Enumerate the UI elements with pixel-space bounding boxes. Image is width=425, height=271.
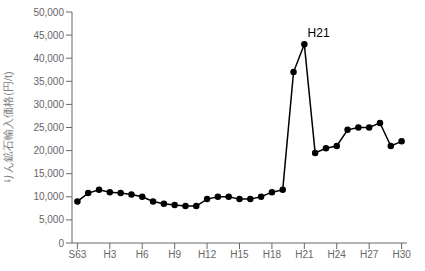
svg-text:H15: H15 xyxy=(230,249,249,260)
svg-text:H24: H24 xyxy=(328,249,347,260)
svg-text:30,000: 30,000 xyxy=(33,99,64,110)
svg-text:H21: H21 xyxy=(308,26,330,40)
svg-text:10,000: 10,000 xyxy=(33,191,64,202)
svg-text:35,000: 35,000 xyxy=(33,76,64,87)
svg-text:H18: H18 xyxy=(263,249,282,260)
svg-text:5,000: 5,000 xyxy=(39,214,64,225)
svg-text:50,000: 50,000 xyxy=(33,7,64,18)
svg-text:45,000: 45,000 xyxy=(33,30,64,41)
svg-text:H9: H9 xyxy=(168,249,181,260)
svg-text:S63: S63 xyxy=(69,249,87,260)
svg-text:40,000: 40,000 xyxy=(33,53,64,64)
svg-text:H27: H27 xyxy=(360,249,379,260)
svg-text:20,000: 20,000 xyxy=(33,145,64,156)
svg-text:25,000: 25,000 xyxy=(33,122,64,133)
svg-text:H6: H6 xyxy=(136,249,149,260)
svg-text:H3: H3 xyxy=(103,249,116,260)
svg-text:H12: H12 xyxy=(198,249,217,260)
svg-text:H30: H30 xyxy=(392,249,411,260)
svg-text:0: 0 xyxy=(58,238,64,249)
svg-text:15,000: 15,000 xyxy=(33,168,64,179)
svg-text:H21: H21 xyxy=(295,249,314,260)
svg-text:りん鉱石輸入価格(円/t): りん鉱石輸入価格(円/t) xyxy=(8,71,14,183)
